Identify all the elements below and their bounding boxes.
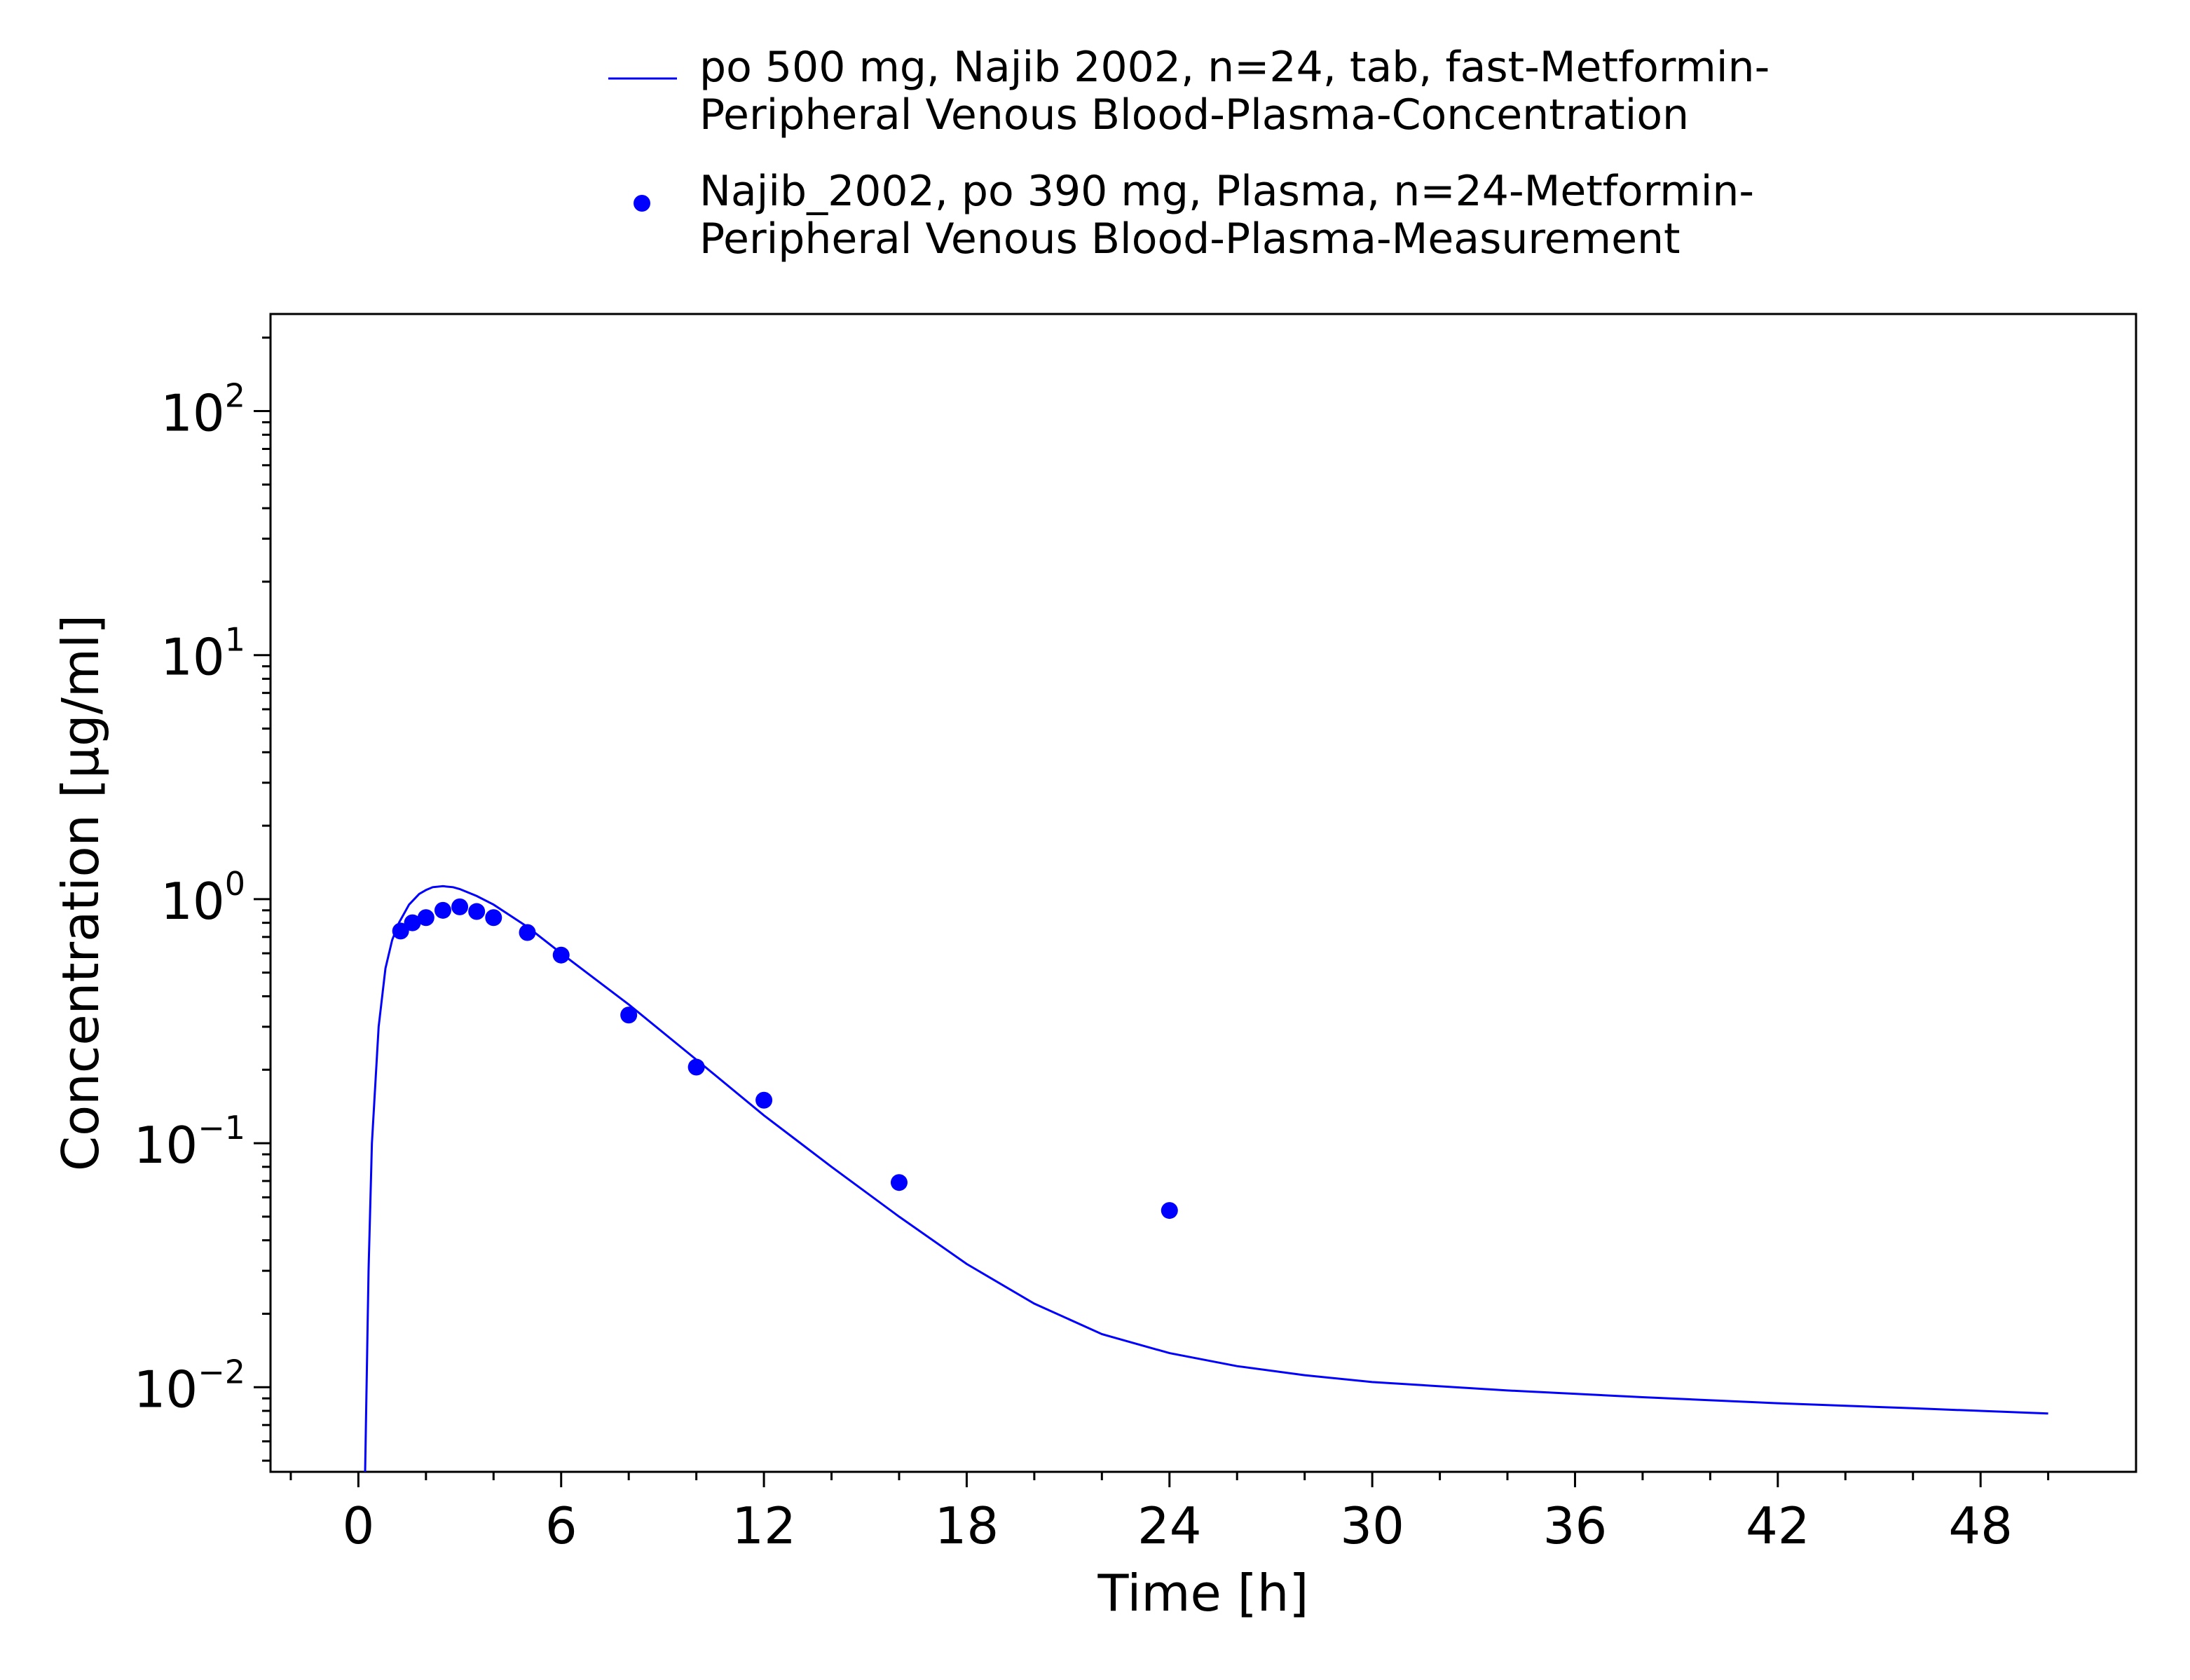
data-point xyxy=(755,1091,773,1109)
x-axis-title: Time [h] xyxy=(1097,1564,1309,1623)
y-tick-exponent: 1 xyxy=(225,621,245,659)
y-tick-exponent: −1 xyxy=(198,1109,245,1147)
y-tick-label: 102 xyxy=(160,377,245,443)
data-point xyxy=(890,1174,908,1191)
plot-area xyxy=(364,885,2048,1473)
y-tick-base: 10 xyxy=(134,1360,198,1419)
x-tick-label: 12 xyxy=(732,1496,796,1555)
y-tick-base: 10 xyxy=(160,872,225,931)
legend-label: Peripheral Venous Blood-Plasma-Measureme… xyxy=(699,214,1681,264)
y-tick-exponent: −2 xyxy=(198,1353,245,1391)
data-point xyxy=(404,914,421,931)
y-tick-label: 101 xyxy=(160,621,245,687)
y-tick-label: 100 xyxy=(160,865,245,931)
plot-frame xyxy=(269,313,2137,1473)
data-point xyxy=(519,924,536,941)
y-tick-base: 10 xyxy=(160,628,225,687)
x-tick-label: 30 xyxy=(1340,1496,1404,1555)
y-tick-exponent: 2 xyxy=(225,377,245,415)
y-tick-label: 10−1 xyxy=(134,1109,245,1175)
legend-label: Najib_2002, po 390 mg, Plasma, n=24-Metf… xyxy=(699,167,1754,216)
x-tick-label: 42 xyxy=(1746,1496,1810,1555)
data-point xyxy=(417,909,434,927)
y-tick-base: 10 xyxy=(160,384,225,443)
x-tick-label: 24 xyxy=(1137,1496,1202,1555)
legend: po 500 mg, Najib 2002, n=24, tab, fast-M… xyxy=(608,43,1770,264)
data-point xyxy=(434,901,451,919)
data-point xyxy=(552,946,570,964)
legend-label: Peripheral Venous Blood-Plasma-Concentra… xyxy=(699,90,1689,139)
legend-label: po 500 mg, Najib 2002, n=24, tab, fast-M… xyxy=(699,43,1770,92)
series-line-simulation xyxy=(364,885,2048,1473)
x-tick-label: 36 xyxy=(1543,1496,1608,1555)
data-point xyxy=(1161,1202,1178,1220)
y-tick-exponent: 0 xyxy=(225,865,245,903)
data-point xyxy=(392,922,409,940)
data-point xyxy=(468,903,486,920)
data-point xyxy=(485,909,502,927)
x-tick-label: 6 xyxy=(545,1496,577,1555)
y-tick-label: 10−2 xyxy=(134,1353,245,1419)
data-point xyxy=(620,1006,638,1024)
x-tick-label: 18 xyxy=(935,1496,999,1555)
x-tick-label: 48 xyxy=(1948,1496,2013,1555)
data-point xyxy=(687,1058,705,1076)
data-point xyxy=(451,898,469,915)
x-axis: 0 6 12 18 24 30 36 42 48 xyxy=(289,1472,2050,1555)
y-axis-title: Concentration [µg/ml] xyxy=(51,615,110,1171)
legend-dot-marker xyxy=(634,195,650,212)
x-tick-label: 0 xyxy=(342,1496,374,1555)
y-tick-base: 10 xyxy=(134,1116,198,1175)
